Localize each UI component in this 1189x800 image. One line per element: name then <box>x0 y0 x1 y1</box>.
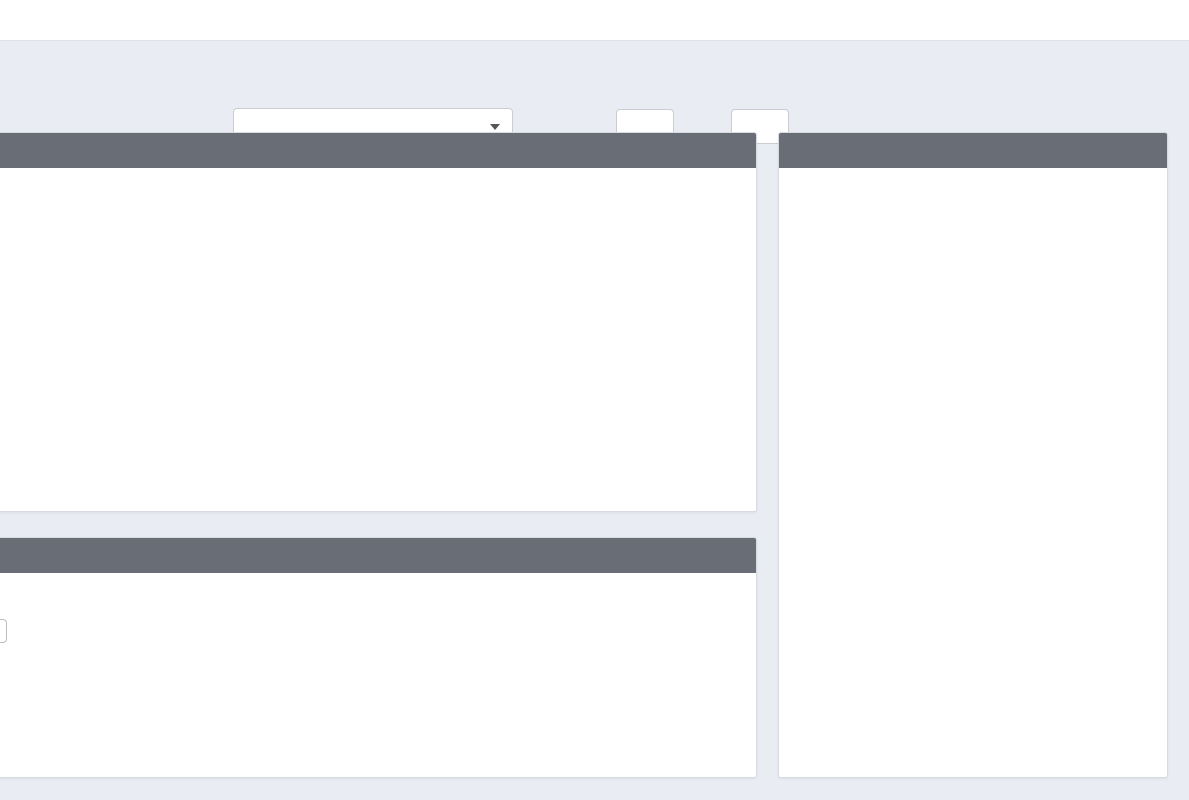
timeline-chart[interactable] <box>0 654 757 778</box>
title-row <box>0 41 1189 131</box>
markets-map-panel <box>0 132 757 512</box>
commodities-list <box>779 168 1167 777</box>
dates-timeline-panel <box>0 537 757 778</box>
map-body <box>0 168 756 511</box>
map-panel-header <box>0 133 756 168</box>
gdp-toggle-row <box>0 619 756 649</box>
timeline-panel-header <box>0 538 756 573</box>
world-map[interactable] <box>0 168 757 512</box>
app-root <box>0 0 1189 800</box>
timeline-body <box>0 573 756 777</box>
commodities-panel-header <box>779 133 1167 168</box>
commodities-panel <box>778 132 1168 778</box>
top-links <box>1153 12 1167 29</box>
chevron-down-icon <box>490 124 500 130</box>
top-bar <box>0 0 1189 41</box>
legend-scale-circles <box>0 390 87 474</box>
gdp-checkbox[interactable] <box>0 619 7 643</box>
map-value-legend <box>0 384 87 512</box>
